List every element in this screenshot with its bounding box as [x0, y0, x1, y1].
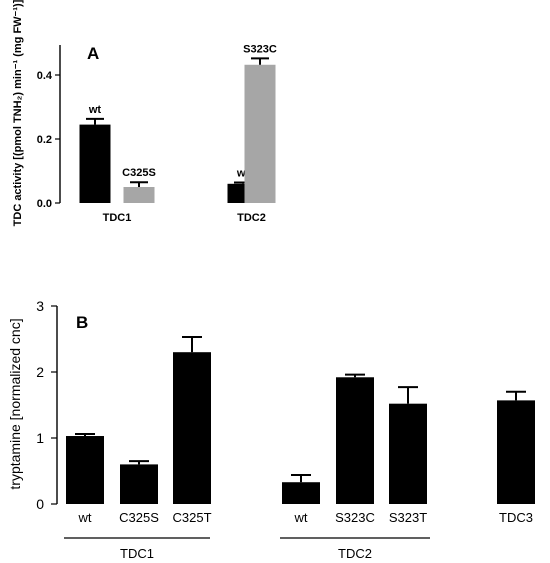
panel-a-bar-label-tdc1-c325s: C325S — [122, 167, 156, 179]
panel-b-bar-tdc3 — [497, 400, 535, 504]
panel-a-group-tdc2: wt S323C TDC2 — [227, 43, 277, 224]
panel-a-bar-tdc1-wt — [79, 124, 111, 203]
panel-b-x-label-tdc3: TDC3 — [499, 510, 533, 525]
panel-b-y-tick-label-3: 3 — [36, 298, 44, 314]
panel-b-bars: wt C325S C325T wt S323C S323T TD — [66, 336, 535, 525]
panel-b-x-label-tdc1-c325t: C325T — [172, 510, 211, 525]
panel-a-bar-label-tdc2-s323c: S323C — [243, 43, 277, 55]
panel-b-bar-tdc2-s323t — [389, 403, 427, 504]
panel-a-bar-tdc1-c325s — [123, 187, 155, 203]
panel-b-y-axis-label: tryptamine [normalized cnc] — [7, 318, 23, 489]
panel-a-bar-tdc2-s323c — [244, 64, 276, 203]
panel-b-group-label-tdc2: TDC2 — [338, 546, 372, 561]
panel-b-group-label-tdc1: TDC1 — [120, 546, 154, 561]
panel-b-x-label-tdc1-wt: wt — [78, 510, 92, 525]
panel-a-y-tick-label-1: 0.2 — [37, 134, 52, 146]
panel-a-letter: A — [87, 44, 99, 63]
panel-b-y-tick-label-1: 1 — [36, 430, 44, 446]
panel-a-y-tick-label-2: 0.4 — [37, 70, 53, 82]
panel-b-y-tick-label-2: 2 — [36, 364, 44, 380]
panel-a-y-axis-label: TDC activity [(pmol TNH₂) min⁻¹ (mg FW⁻¹… — [12, 0, 24, 226]
panel-b-x-label-tdc1-c325s: C325S — [119, 510, 159, 525]
panel-b-bar-tdc1-wt — [66, 436, 104, 504]
panel-b-bar-tdc1-c325s — [120, 464, 158, 504]
panel-b-bar-tdc2-s323c — [336, 377, 374, 504]
panel-a-y-tick-label-0: 0.0 — [37, 198, 52, 210]
panel-b: B tryptamine [normalized cnc] 0 1 2 3 wt… — [7, 298, 535, 561]
panel-a-group-tdc1: wt C325S TDC1 — [79, 104, 156, 224]
panel-a-group-label-tdc2: TDC2 — [237, 212, 266, 224]
panel-b-x-label-tdc2-wt: wt — [294, 510, 308, 525]
panel-b-y-tick-label-0: 0 — [36, 496, 44, 512]
panel-b-bar-tdc1-c325t — [173, 352, 211, 504]
panel-a-bar-label-tdc1-wt: wt — [88, 104, 102, 116]
panel-a-group-label-tdc1: TDC1 — [103, 212, 132, 224]
panel-b-bar-tdc2-wt — [282, 482, 320, 504]
panel-b-x-label-tdc2-s323c: S323C — [335, 510, 375, 525]
panel-b-letter: B — [76, 313, 88, 332]
panel-a: A TDC activity [(pmol TNH₂) min⁻¹ (mg FW… — [12, 0, 277, 226]
panel-b-x-label-tdc2-s323t: S323T — [389, 510, 427, 525]
